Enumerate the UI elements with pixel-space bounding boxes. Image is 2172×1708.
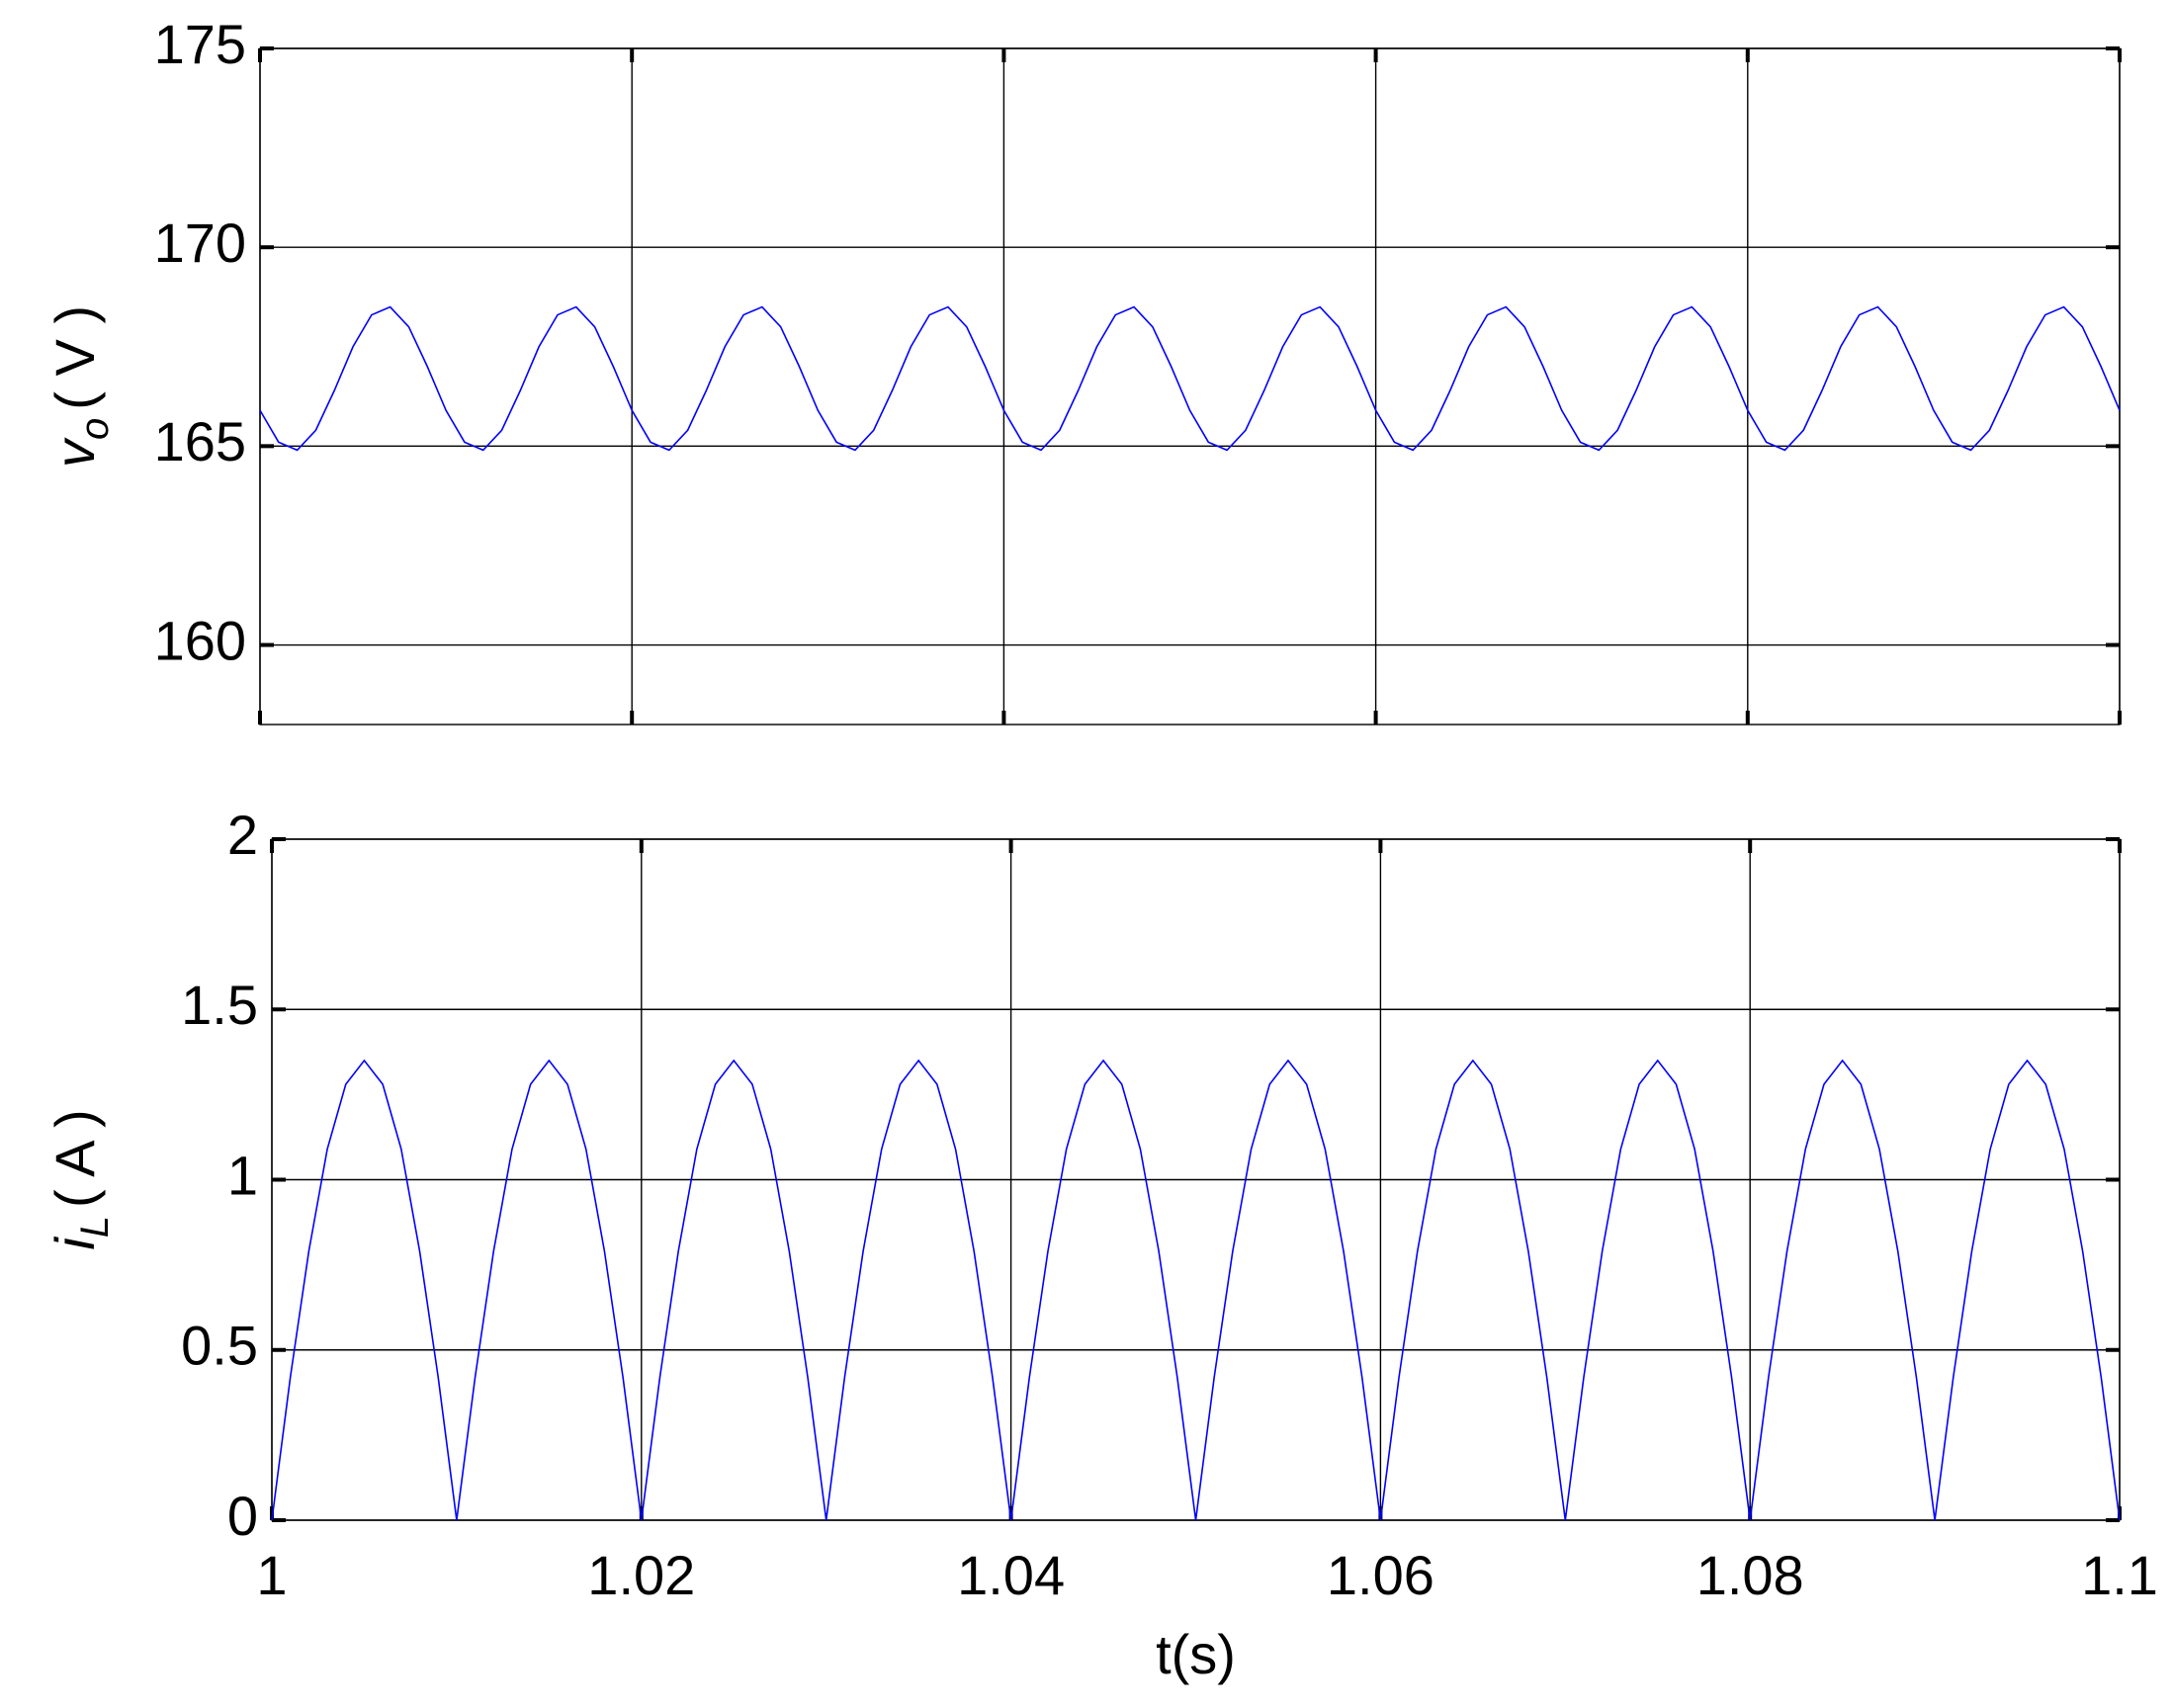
x-tick-label: 1.08 <box>1696 1544 1804 1606</box>
y-tick-label: 1 <box>227 1144 258 1206</box>
y-tick-label: 0.5 <box>181 1315 258 1377</box>
x-tick-label: 1.1 <box>2081 1544 2158 1606</box>
y-tick-label: 165 <box>154 410 246 472</box>
y-axis-label-symbol: i <box>43 1237 106 1250</box>
y-axis-label-subscript: L <box>73 1216 117 1238</box>
plot-area <box>260 48 2120 725</box>
y-tick-label: 1.5 <box>181 974 258 1036</box>
y-axis-label: iL ( A ) <box>43 1109 117 1249</box>
y-tick-label: 170 <box>154 212 246 274</box>
x-tick-label: 1.04 <box>957 1544 1065 1606</box>
y-axis-label-unit: ( V ) <box>43 305 106 410</box>
data-line <box>271 1059 2121 1521</box>
axes-frame <box>259 47 2121 726</box>
y-tick-label: 0 <box>227 1485 258 1547</box>
y-tick-label: 160 <box>154 609 246 671</box>
data-line <box>259 305 2121 452</box>
y-axis-label-symbol: v <box>43 437 106 468</box>
y-axis-label-unit: ( A ) <box>43 1109 106 1208</box>
x-tick-label: 1 <box>256 1544 287 1606</box>
x-tick-label: 1.02 <box>587 1544 695 1606</box>
y-axis-label: vo ( V ) <box>43 305 117 468</box>
y-tick-label: 175 <box>154 13 246 75</box>
y-axis-label-subscript: o <box>73 418 117 440</box>
x-axis-label: t(s) <box>1156 1623 1236 1685</box>
y-tick-label: 2 <box>227 804 258 866</box>
x-tick-label: 1.06 <box>1327 1544 1434 1606</box>
